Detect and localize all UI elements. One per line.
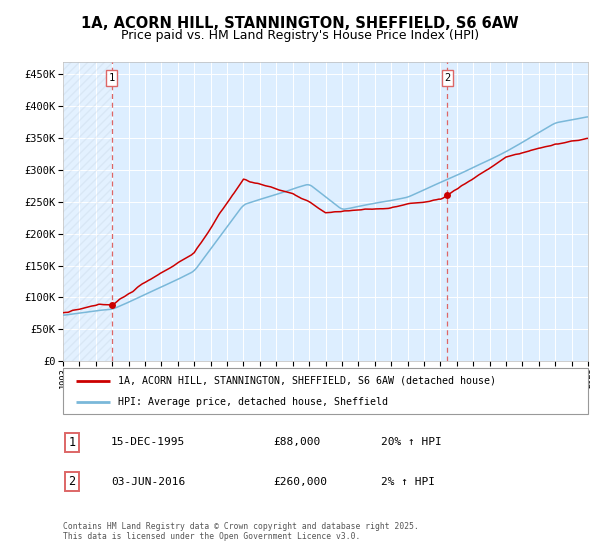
- Text: 1A, ACORN HILL, STANNINGTON, SHEFFIELD, S6 6AW (detached house): 1A, ACORN HILL, STANNINGTON, SHEFFIELD, …: [118, 376, 496, 386]
- Text: HPI: Average price, detached house, Sheffield: HPI: Average price, detached house, Shef…: [118, 397, 388, 407]
- Text: £88,000: £88,000: [273, 437, 320, 447]
- Text: Price paid vs. HM Land Registry's House Price Index (HPI): Price paid vs. HM Land Registry's House …: [121, 29, 479, 42]
- Text: 03-JUN-2016: 03-JUN-2016: [111, 477, 185, 487]
- FancyBboxPatch shape: [63, 368, 588, 414]
- Text: 2% ↑ HPI: 2% ↑ HPI: [381, 477, 435, 487]
- Text: 2: 2: [444, 73, 451, 83]
- Text: 20% ↑ HPI: 20% ↑ HPI: [381, 437, 442, 447]
- Text: Contains HM Land Registry data © Crown copyright and database right 2025.
This d: Contains HM Land Registry data © Crown c…: [63, 522, 419, 542]
- Text: 1A, ACORN HILL, STANNINGTON, SHEFFIELD, S6 6AW: 1A, ACORN HILL, STANNINGTON, SHEFFIELD, …: [81, 16, 519, 31]
- Text: 1: 1: [109, 73, 115, 83]
- Text: 2: 2: [68, 475, 76, 488]
- Text: 15-DEC-1995: 15-DEC-1995: [111, 437, 185, 447]
- Text: £260,000: £260,000: [273, 477, 327, 487]
- Text: 1: 1: [68, 436, 76, 449]
